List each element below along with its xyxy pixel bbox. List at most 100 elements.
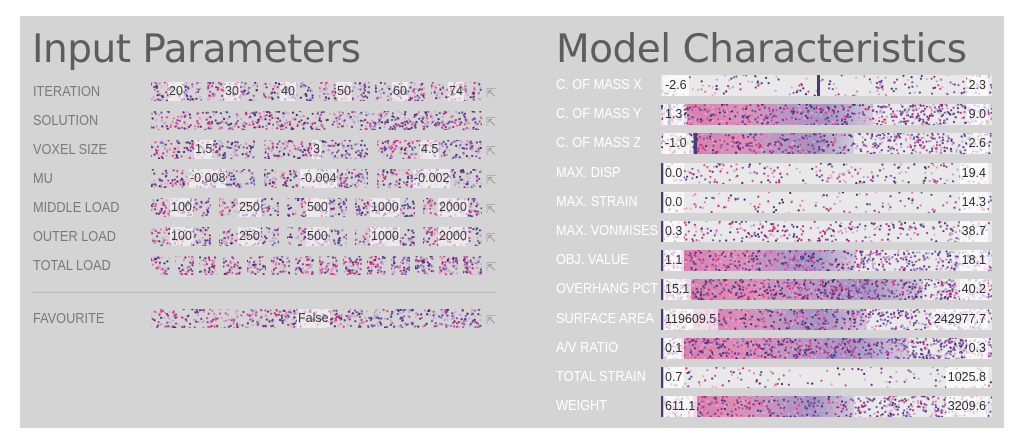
model-row-label: OBJ. VALUE [556,252,629,269]
model-row-label: SURFACE AREA [556,310,654,327]
range-marker[interactable] [661,191,664,213]
iteration-option[interactable]: 74 [431,82,482,101]
range-min: 119609.5 [663,308,719,330]
middle-load-option[interactable]: 2000 [423,198,482,217]
external-link-icon[interactable]: ⇱ [486,313,497,327]
model-range-bar[interactable]: 611.1 3209.6 [661,396,992,418]
range-marker[interactable] [817,75,820,96]
middle-load-option[interactable]: 100 [151,198,211,217]
total-load-option[interactable] [415,256,434,275]
model-range-bar[interactable]: -2.6 2.3 [661,75,992,96]
model-row-label: C. OF MASS Z [556,135,642,152]
range-max: 38.7 [959,221,988,242]
external-link-icon[interactable]: ⇱ [486,115,497,129]
range-max: 0.3 [966,337,988,359]
model-range-bar[interactable]: 15.1 40.2 [661,279,992,301]
model-range-bar[interactable]: 119609.5 242977.7 [661,308,992,330]
range-min: 0.0 [663,191,685,213]
external-link-icon[interactable]: ⇱ [486,231,497,245]
total-load-option[interactable] [439,256,458,275]
mu-option-label: -0.002 [413,169,451,188]
voxel-size-option[interactable]: 3 [264,140,368,159]
iteration-option[interactable]: 30 [207,82,258,101]
outer-load-option[interactable]: 1000 [355,227,415,246]
external-link-icon[interactable]: ⇱ [486,144,497,158]
range-marker[interactable] [661,250,664,272]
iteration-option[interactable]: 60 [375,82,426,101]
outer-load-option[interactable]: 2000 [423,227,482,246]
total-load-option[interactable] [247,256,266,275]
middle-load-option[interactable]: 1000 [355,198,415,217]
middle-load-option-label: 2000 [438,198,468,217]
range-marker[interactable] [661,279,664,301]
voxel-size-option[interactable]: 4.5 [377,140,482,159]
mu-option[interactable]: -0.002 [377,169,482,188]
total-load-option[interactable] [175,256,194,275]
iteration-option[interactable]: 40 [263,82,314,101]
middle-load-option-label: 100 [170,198,193,217]
iteration-option-label: 20 [168,82,184,101]
model-range-bar[interactable]: 0.0 14.3 [661,191,992,213]
outer-load-option[interactable]: 100 [151,227,211,246]
iteration-option[interactable]: 50 [319,82,370,101]
favourite-value: False [297,309,330,328]
external-link-icon[interactable]: ⇱ [486,86,497,100]
mu-option[interactable]: -0.008 [151,169,255,188]
total-load-option[interactable] [367,256,386,275]
outer-load-option-label: 250 [238,227,261,246]
total-load-option[interactable] [151,256,170,275]
external-link-icon[interactable]: ⇱ [486,260,497,274]
range-marker[interactable] [661,337,664,359]
total-load-option[interactable] [391,256,410,275]
iteration-option-label: 74 [448,82,464,101]
model-range-bar[interactable]: 1.1 18.1 [661,250,992,272]
range-marker[interactable] [694,133,697,155]
iteration-option-label: 40 [280,82,296,101]
middle-load-option[interactable]: 250 [219,198,279,217]
model-range-bar[interactable]: -1.0 2.6 [661,133,992,155]
outer-load-option[interactable]: 250 [219,227,279,246]
total-load-option[interactable] [295,256,314,275]
external-link-icon[interactable]: ⇱ [486,173,497,187]
mu-option-label: -0.008 [189,169,227,188]
iteration-option[interactable]: 20 [151,82,202,101]
model-row-label: C. OF MASS Y [556,106,642,123]
voxel-size-option-label: 4.5 [420,140,440,159]
total-load-option[interactable] [271,256,290,275]
range-max: 18.1 [959,250,988,272]
total-load-option[interactable] [463,256,482,275]
middle-load-option[interactable]: 500 [287,198,347,217]
range-marker[interactable] [661,162,664,184]
middle-load-option-label: 1000 [370,198,400,217]
model-range-bar[interactable]: 0.3 38.7 [661,221,992,242]
external-link-icon[interactable]: ⇱ [486,202,497,216]
model-range-bar[interactable]: 0.1 0.3 [661,337,992,359]
range-marker[interactable] [661,221,664,242]
outer-load-option-label: 500 [306,227,329,246]
range-marker[interactable] [661,396,664,418]
model-row-label: MAX. VONMISES [556,223,659,239]
mu-option[interactable]: -0.004 [264,169,368,188]
voxel-size-option[interactable]: 1.5 [151,140,255,159]
range-min: 0.7 [663,367,685,388]
favourite-filter[interactable]: False [151,309,482,328]
model-range-bar[interactable]: 0.0 19.4 [661,162,992,184]
range-min: 611.1 [663,396,698,418]
input-parameters-title: Input Parameters [32,27,361,72]
model-row-label: C. OF MASS X [556,77,642,93]
model-row-label: MAX. DISP [556,164,621,181]
total-load-option[interactable] [343,256,362,275]
middle-load-option-label: 500 [306,198,329,217]
total-load-option[interactable] [223,256,242,275]
model-range-bar[interactable]: 1.3 9.0 [661,104,992,126]
total-load-option[interactable] [319,256,338,275]
solution-filter[interactable] [151,111,482,130]
range-marker[interactable] [661,308,664,330]
range-max: 14.3 [959,191,988,213]
iteration-label: ITERATION [33,84,101,100]
model-range-bar[interactable]: 0.7 1025.8 [661,367,992,388]
voxel-size-option-label: 3 [312,140,321,159]
outer-load-option[interactable]: 500 [287,227,347,246]
total-load-option[interactable] [199,256,218,275]
range-marker[interactable] [661,367,664,388]
